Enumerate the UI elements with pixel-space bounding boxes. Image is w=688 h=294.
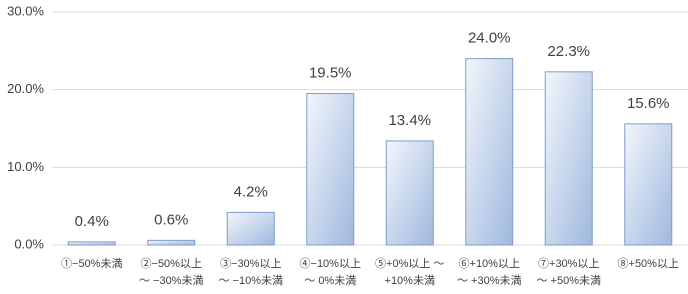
y-tick-label: 0.0% [14,236,44,251]
x-tick-label: ⑥+10%以上 ～ +30%未満 [457,258,522,287]
y-tick-label: 30.0% [7,3,44,18]
x-tick-label: ⑤+0%以上 ～ +10%未満 [375,258,445,287]
x-tick-label: ⑦+30%以上 ～ +50%未満 [536,258,602,287]
value-label: 15.6% [627,95,670,112]
y-tick-label: 20.0% [7,81,44,96]
x-tick-label: ⑧+50%以上 [617,258,679,270]
value-label: 24.0% [468,30,511,47]
x-tick-label: ②−50%以上 ～ −30%未満 [139,258,204,287]
bar [147,239,196,246]
bar [306,93,355,246]
bar [465,58,514,246]
value-label: 19.5% [309,65,352,82]
value-label: 13.4% [388,112,431,129]
bar [67,241,116,246]
y-tick-label: 10.0% [7,159,44,174]
value-label: 0.6% [154,211,188,228]
value-label: 0.4% [75,213,109,230]
value-label: 22.3% [547,43,590,60]
x-tick-label: ①−50%未満 [61,258,123,270]
x-tick-label: ④−10%以上 ～ 0%未満 [299,258,361,287]
bar [544,71,593,246]
x-tick-label: ③−30%以上 ～ −10%未満 [218,258,284,287]
bar [385,140,434,246]
bar [226,211,275,246]
bar [624,123,673,246]
value-label: 4.2% [234,183,268,200]
